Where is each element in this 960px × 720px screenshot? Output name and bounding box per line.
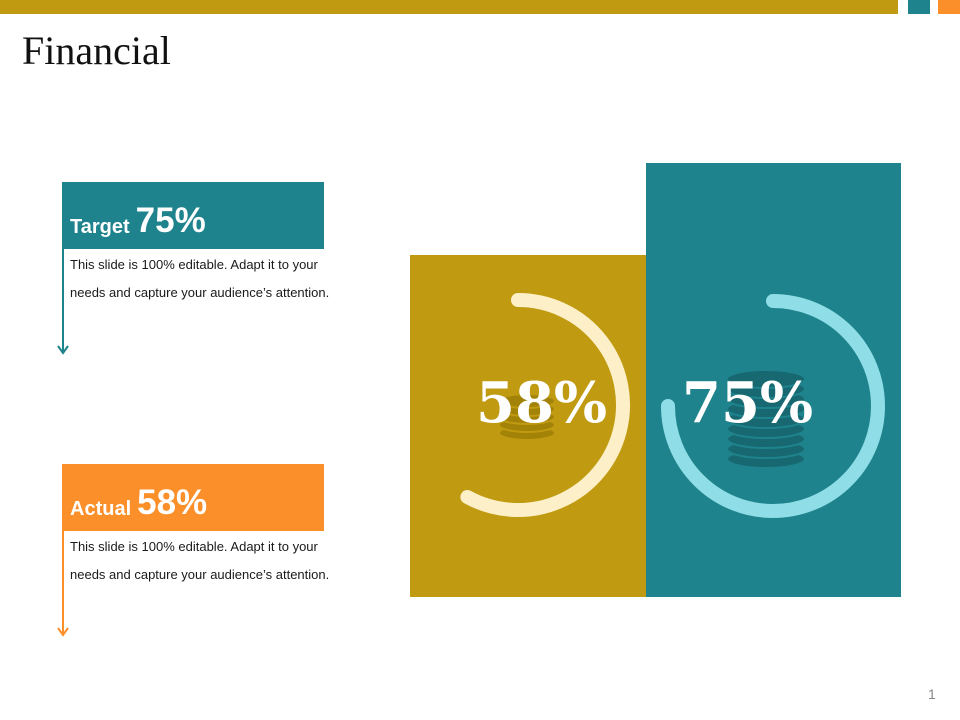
target-value: 75% (135, 201, 206, 240)
actual-bar: 58% (410, 255, 646, 597)
coins-icon (498, 393, 556, 441)
target-description: This slide is 100% editable. Adapt it to… (70, 257, 330, 300)
actual-value: 58% (137, 483, 208, 522)
target-header: Target 75% (62, 182, 324, 249)
slide-title: Financial (22, 28, 171, 73)
page-number: 1 (928, 686, 936, 702)
target-down-arrow-icon (57, 249, 69, 355)
actual-percent-label: 58% (476, 370, 608, 436)
target-progress-ring (661, 294, 885, 518)
actual-progress-ring (460, 293, 630, 517)
actual-down-arrow-icon (57, 531, 69, 637)
accent-square-teal (908, 0, 930, 14)
target-bar: 75% (646, 163, 901, 597)
actual-description: This slide is 100% editable. Adapt it to… (70, 539, 330, 582)
target-label: Target (70, 216, 130, 238)
coins-icon (726, 369, 806, 469)
accent-square-orange (938, 0, 960, 14)
top-accent-bar (0, 0, 898, 14)
actual-label: Actual (70, 498, 132, 520)
actual-header: Actual 58% (62, 464, 324, 531)
target-percent-label: 75% (682, 370, 814, 436)
